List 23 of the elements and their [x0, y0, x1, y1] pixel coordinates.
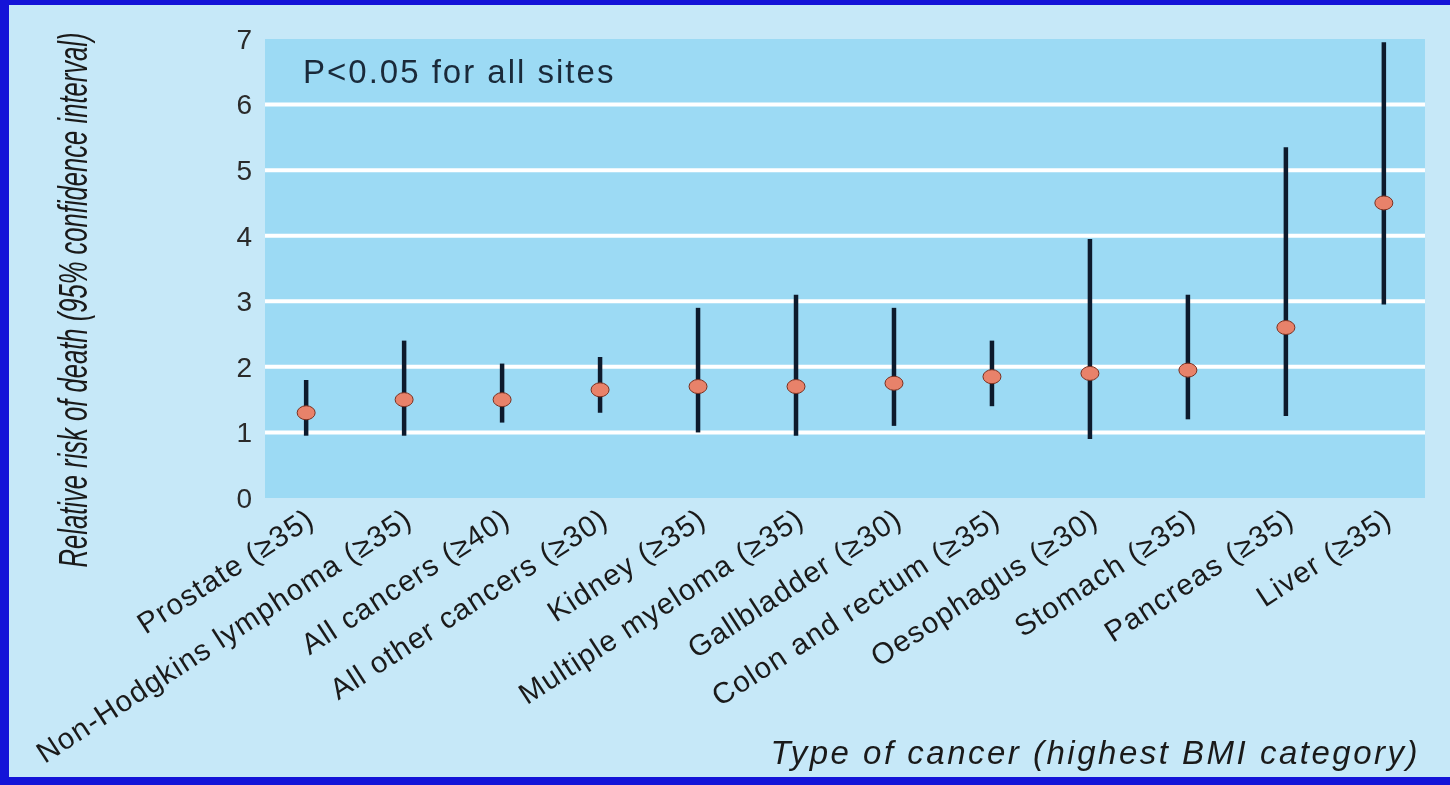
x-axis-title: Type of cancer (highest BMI category) [770, 734, 1420, 771]
y-tick-label: 5 [236, 154, 252, 186]
point [982, 369, 1002, 385]
point [1178, 362, 1198, 378]
y-tick-label: 3 [236, 286, 252, 318]
y-tick-label: 6 [236, 89, 252, 121]
point [1276, 320, 1296, 336]
y-axis-title: Relative risk of death (95% confidence interval) [51, 32, 96, 568]
point [296, 405, 316, 421]
point [786, 379, 806, 395]
point [590, 382, 610, 398]
y-tick-label: 2 [236, 351, 252, 383]
y-tick-label: 1 [236, 417, 252, 449]
point [1374, 195, 1394, 211]
y-tick-label: 4 [236, 220, 252, 252]
point [492, 392, 512, 408]
point [394, 392, 414, 408]
point [1080, 365, 1100, 381]
y-tick-label: 0 [236, 482, 252, 514]
point [688, 379, 708, 395]
point [884, 375, 904, 391]
annotation: P<0.05 for all sites [303, 53, 616, 90]
y-tick-label: 7 [236, 23, 252, 55]
